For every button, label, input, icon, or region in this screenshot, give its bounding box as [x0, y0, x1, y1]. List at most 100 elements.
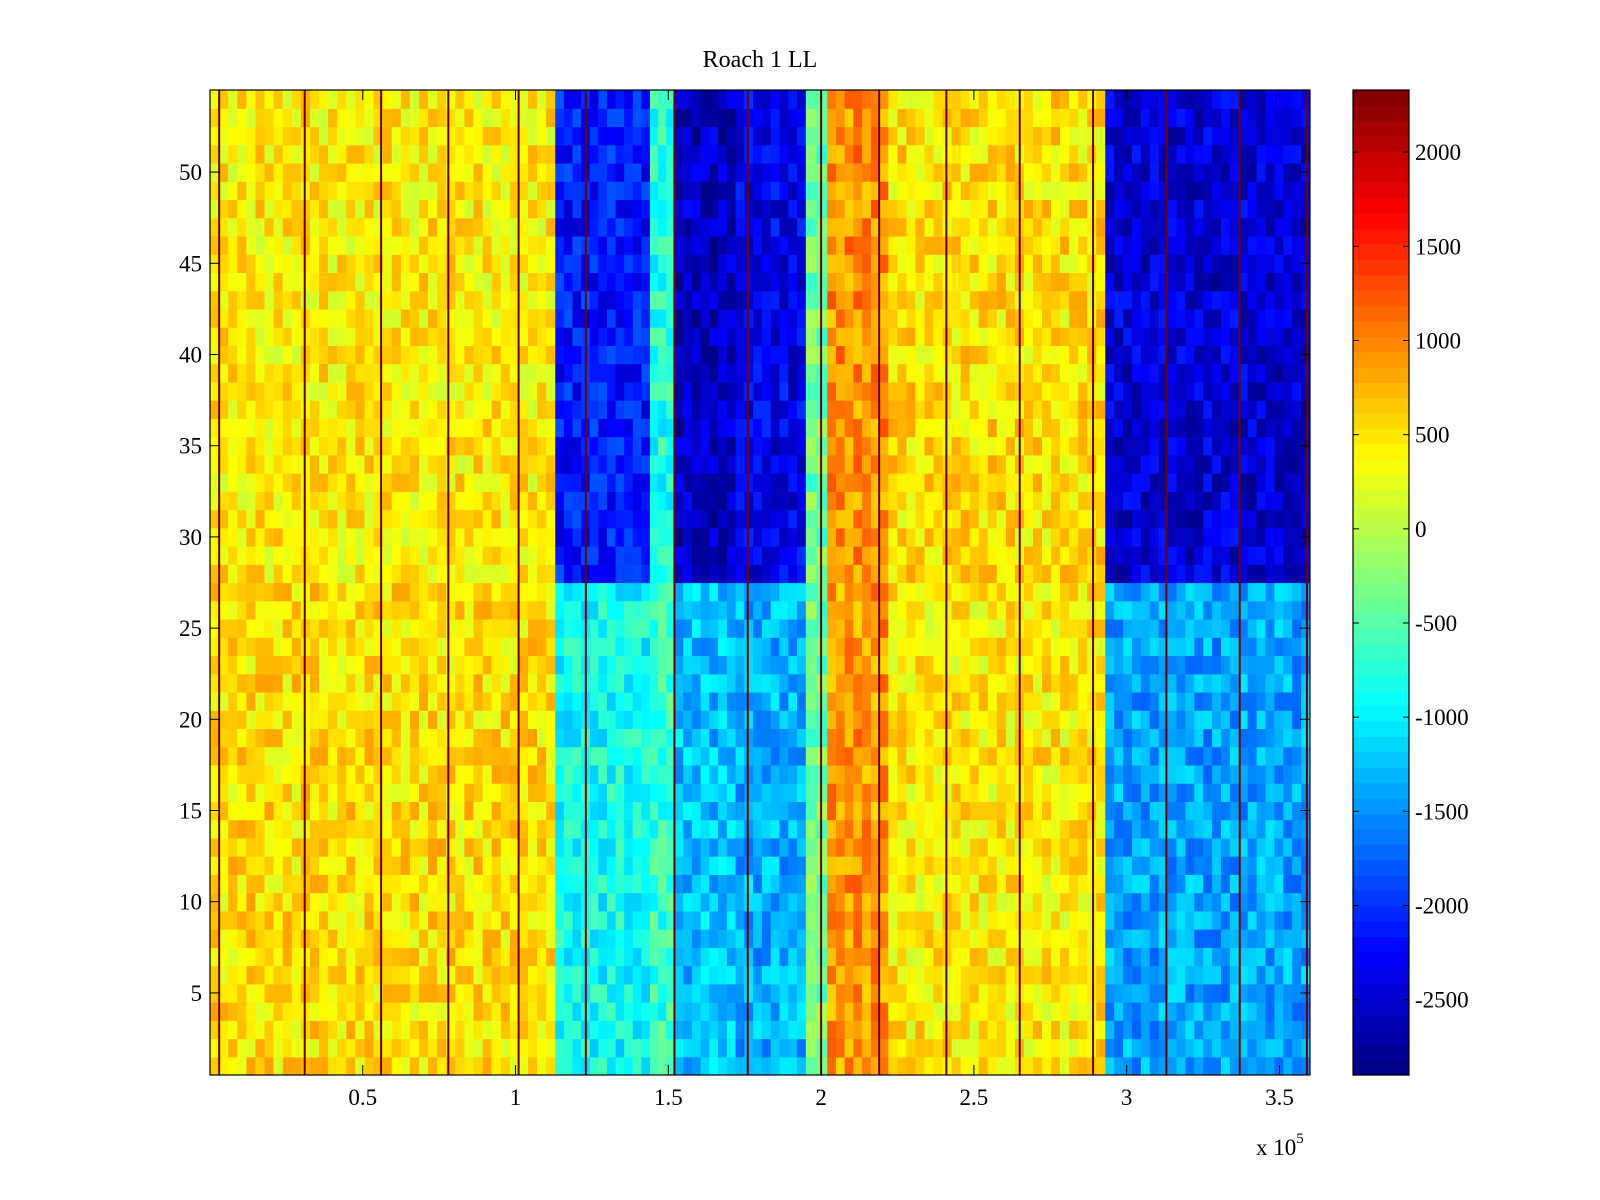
heatmap-cell — [770, 363, 781, 383]
heatmap-cell — [805, 235, 818, 255]
heatmap-cell — [409, 728, 420, 748]
heatmap-cell — [246, 783, 257, 802]
heatmap-cell — [650, 801, 659, 821]
heatmap-cell — [996, 710, 1007, 730]
heatmap-cell — [528, 509, 538, 529]
heatmap-cell — [1005, 126, 1016, 146]
heatmap-cell — [606, 381, 617, 401]
heatmap-cell — [987, 929, 998, 948]
heatmap-cell — [797, 381, 807, 401]
heatmap-cell — [788, 746, 798, 766]
heatmap-cell — [726, 655, 737, 675]
heatmap-cell — [264, 710, 275, 730]
heatmap-cell — [853, 1002, 863, 1021]
heatmap-cell — [674, 199, 684, 219]
heatmap-cell — [437, 473, 447, 492]
heatmap-cell — [862, 965, 872, 985]
heatmap-cell — [246, 381, 257, 401]
heatmap-cell — [537, 819, 547, 839]
heatmap-cell — [797, 655, 807, 675]
heatmap-cell — [418, 1002, 429, 1021]
heatmap-cell — [555, 1020, 565, 1040]
heatmap-cell — [615, 436, 625, 456]
heatmap-cell — [373, 910, 384, 930]
heatmap-cell — [853, 564, 863, 584]
heatmap-cell — [641, 874, 651, 894]
heatmap-cell — [1023, 637, 1034, 657]
heatmap-cell — [879, 892, 889, 912]
heatmap-cell — [797, 618, 807, 638]
heatmap-cell — [500, 728, 511, 748]
heatmap-cell — [674, 436, 684, 456]
heatmap-cell — [933, 418, 944, 438]
heatmap-cell — [309, 418, 320, 438]
heatmap-cell — [700, 874, 710, 894]
heatmap-cell — [437, 746, 447, 766]
heatmap-cell — [960, 162, 971, 182]
heatmap-cell — [446, 983, 456, 1003]
heatmap-cell — [355, 418, 366, 438]
heatmap-cell — [797, 217, 807, 237]
heatmap-cell — [770, 582, 781, 602]
heatmap-cell — [337, 181, 347, 201]
heatmap-cell — [446, 947, 456, 967]
heatmap-cell — [779, 801, 789, 821]
heatmap-cell — [528, 783, 538, 802]
heatmap-cell — [364, 126, 375, 146]
heatmap-cell — [761, 691, 772, 711]
heatmap-cell — [978, 983, 989, 1003]
heatmap-cell — [364, 144, 375, 164]
heatmap-cell — [337, 892, 347, 912]
heatmap-cell — [1005, 929, 1016, 948]
heatmap-cell — [509, 454, 520, 474]
heatmap-cell — [455, 564, 466, 584]
heatmap-cell — [951, 710, 962, 730]
heatmap-cell — [606, 856, 617, 875]
heatmap-cell — [1023, 327, 1034, 346]
heatmap-cell — [753, 783, 763, 802]
heatmap-cell — [879, 254, 889, 274]
heatmap-cell — [455, 837, 466, 857]
heatmap-cell — [658, 874, 667, 894]
heatmap-cell — [518, 710, 529, 730]
heatmap-cell — [761, 655, 772, 675]
heatmap-cell — [264, 418, 275, 438]
heatmap-cell — [500, 400, 511, 419]
heatmap-cell — [624, 710, 634, 730]
heatmap-cell — [650, 837, 659, 857]
heatmap-cell — [282, 637, 293, 657]
heatmap-cell — [683, 162, 693, 182]
heatmap-cell — [473, 308, 484, 328]
heatmap-cell — [761, 509, 772, 529]
heatmap-cell — [835, 418, 846, 438]
heatmap-cell — [546, 728, 556, 748]
heatmap-cell — [382, 1002, 393, 1021]
heatmap-cell — [606, 363, 617, 383]
heatmap-cell — [255, 199, 266, 219]
heatmap-cell — [273, 1020, 284, 1040]
heatmap-cell — [906, 983, 917, 1003]
heatmap-cell — [355, 910, 366, 930]
heatmap-cell — [464, 837, 475, 857]
heatmap-cell — [735, 1020, 745, 1040]
heatmap-cell — [1023, 527, 1034, 547]
heatmap-cell — [500, 564, 511, 584]
heatmap-cell — [346, 892, 356, 912]
heatmap-cell — [346, 199, 356, 219]
heatmap-cell — [509, 254, 520, 274]
heatmap-cell — [735, 217, 745, 237]
heatmap-cell — [906, 199, 917, 219]
heatmap-cell — [996, 929, 1007, 948]
heatmap-cell — [291, 673, 302, 693]
heatmap-cell — [509, 856, 520, 875]
heatmap-cell — [537, 910, 547, 930]
heatmap-cell — [273, 837, 284, 857]
heatmap-cell — [761, 108, 772, 128]
heatmap-cell — [446, 381, 456, 401]
heatmap-cell — [400, 929, 411, 948]
heatmap-cell — [879, 527, 889, 547]
heatmap-cell — [700, 929, 710, 948]
heatmap-cell — [835, 1020, 846, 1040]
heatmap-cell — [228, 272, 238, 292]
heatmap-cell — [788, 308, 798, 328]
